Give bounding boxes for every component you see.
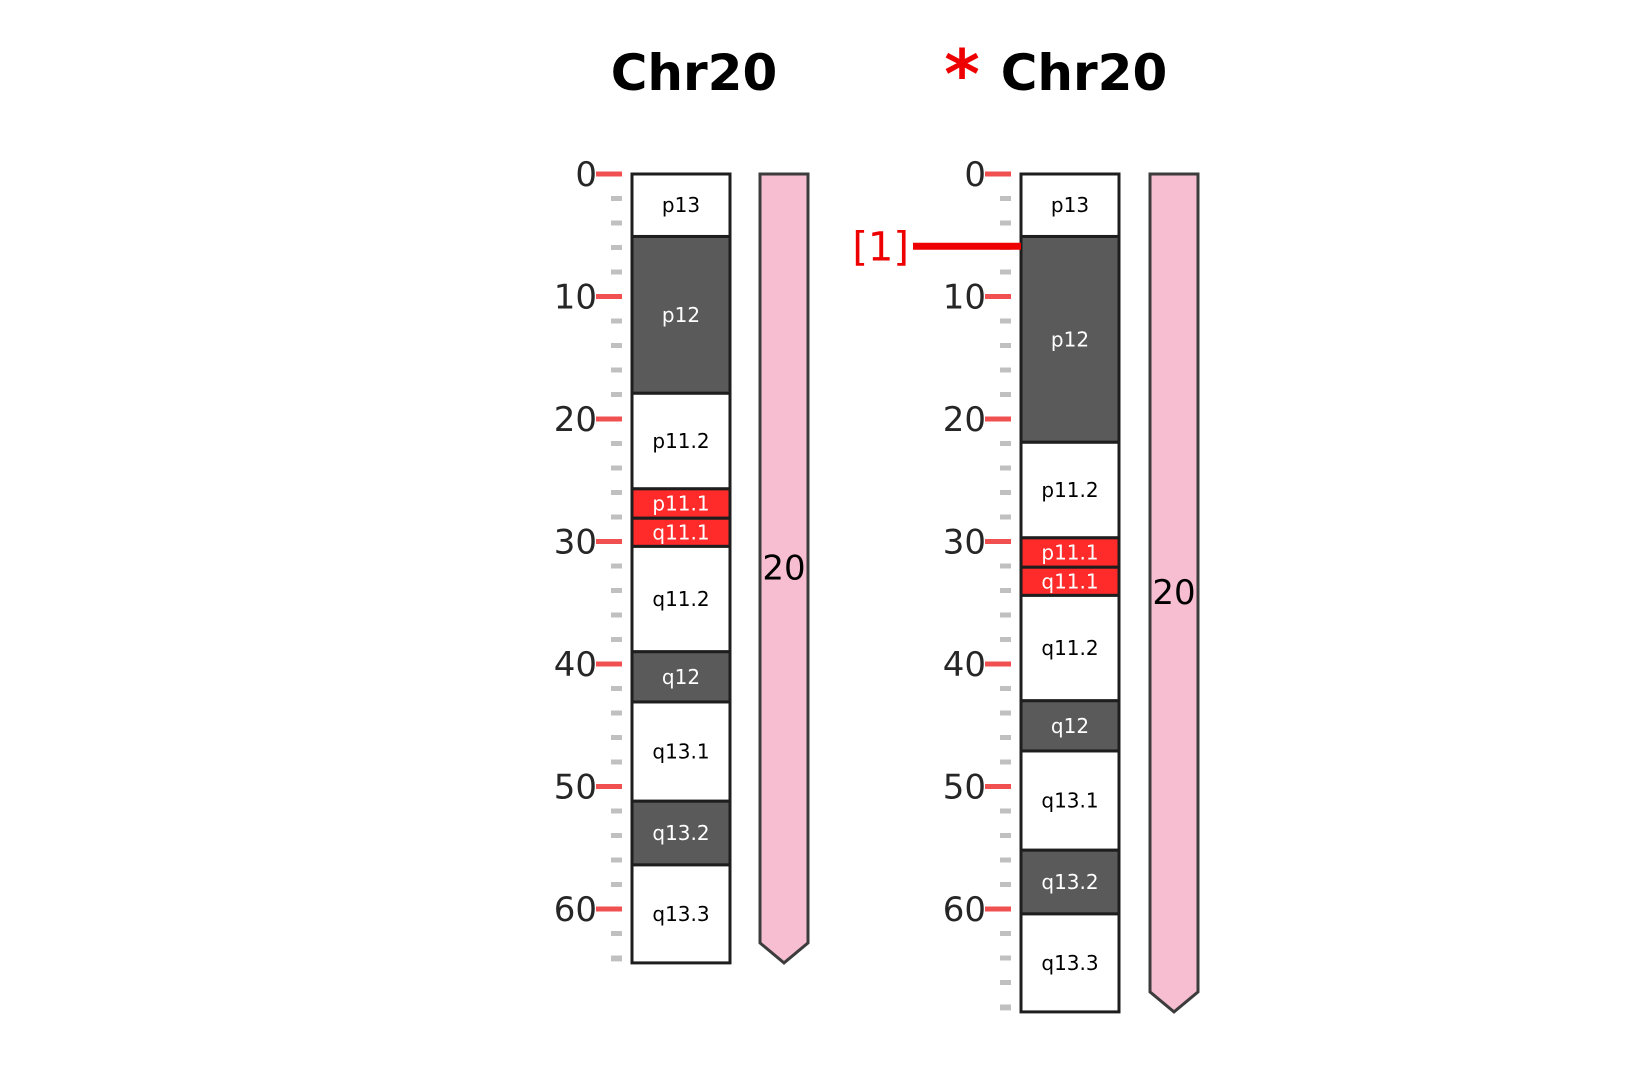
band-label: p11.2 [1041,478,1098,502]
band-label: q13.1 [652,740,709,764]
band-q13.2 [630,799,732,867]
band-q13.3 [1019,912,1121,1014]
band-label: q13.3 [652,902,709,926]
tick-label: 40 [943,645,986,685]
tick-label: 20 [943,400,986,440]
band-p11.1 [630,487,732,520]
flag-star-icon: * [944,36,980,115]
tick-label: 50 [554,768,597,808]
band-label: q13.2 [652,821,709,845]
band-label: q11.2 [652,587,709,611]
segment-label: 20 [1152,573,1195,613]
chromosome-panel-1: Chr20 0 10 20 30 40 50 60 p13 p12 p11.2 p11.1 q11.1 q… [554,44,810,965]
band-label: p11.1 [652,492,709,516]
band-q13.1 [1019,749,1121,852]
chromosome-title: Chr20 [611,44,778,102]
tick-label: 60 [554,890,597,930]
band-p12 [630,234,732,395]
tick-label: 50 [943,768,986,808]
band-p13 [1019,172,1121,238]
segment-bar [758,172,810,965]
band-label: p13 [662,193,700,217]
tick-label: 30 [554,523,597,563]
tick-label: 60 [943,890,986,930]
band-p13 [630,172,732,238]
band-label: q13.3 [1041,951,1098,975]
band-label: q11.1 [1041,569,1098,593]
marker-label: [1] [852,224,909,270]
band-label: p13 [1051,193,1089,217]
band-label: q12 [1051,714,1089,738]
tick-label: 0 [964,155,986,195]
chromosome-panel-2: * Chr20 0 10 20 30 40 50 60 p13 p12 p11.2 p11.1 q11.1… [852,36,1200,1014]
band-label: q13.1 [1041,789,1098,813]
band-p11.1 [1019,536,1121,569]
tick-label: 40 [554,645,597,685]
tick-label: 10 [943,278,986,318]
band-label: q13.2 [1041,870,1098,894]
band-label: p12 [1051,327,1089,351]
band-p11.2 [1019,440,1121,540]
band-q13.2 [1019,848,1121,916]
band-label: p12 [662,303,700,327]
chromosome-title: Chr20 [1001,44,1168,102]
tick-label: 10 [554,278,597,318]
band-label: q12 [662,665,700,689]
band-label: p11.1 [1041,541,1098,565]
tick-label: 20 [554,400,597,440]
band-label: q11.2 [1041,636,1098,660]
band-label: p11.2 [652,429,709,453]
tick-label: 0 [575,155,597,195]
band-q13.3 [630,863,732,965]
segment-label: 20 [762,548,805,588]
segment-bar [1148,172,1200,1014]
band-p12 [1019,234,1121,444]
tick-label: 30 [943,523,986,563]
band-q13.1 [630,700,732,803]
band-label: q11.1 [652,520,709,544]
